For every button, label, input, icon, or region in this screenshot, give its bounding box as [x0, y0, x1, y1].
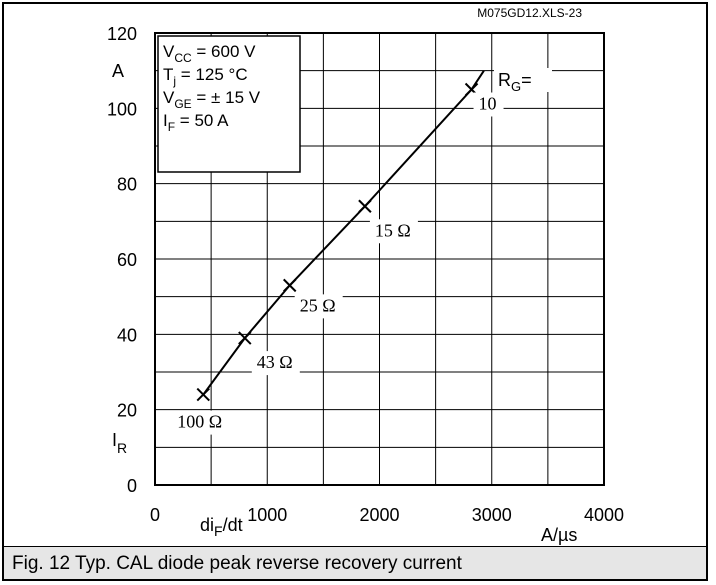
- data-point-marker: [358, 199, 372, 213]
- condition-line: IF = 50 A: [163, 111, 229, 134]
- plot-area-border: [154, 32, 605, 486]
- conditions-box: [157, 35, 301, 173]
- y-tick-label: 40: [117, 325, 137, 345]
- y-tick-label: 80: [117, 175, 137, 195]
- x-tick-label: 2000: [359, 505, 399, 525]
- x-tick-label: 1000: [247, 505, 287, 525]
- y-tick-label: 20: [117, 401, 137, 421]
- data-point-marker: [282, 278, 297, 293]
- rg-value-label-bg: [473, 92, 504, 117]
- x-tick-label: 4000: [584, 505, 624, 525]
- marker-stroke: [358, 199, 372, 213]
- condition-line: VCC = 600 V: [163, 42, 256, 65]
- rg-label-bg: [494, 68, 552, 92]
- marker-stroke: [464, 82, 479, 97]
- rg-value-label-bg: [369, 219, 418, 244]
- condition-line: Tj = 125 °C: [163, 65, 248, 88]
- x-tick-label: 3000: [472, 505, 512, 525]
- y-tick-label: 100: [107, 99, 137, 119]
- x-axis-label: diF/dt: [200, 515, 243, 539]
- rg-value-label: 100 Ω: [177, 412, 222, 432]
- source-id: M075GD12.XLS-23: [477, 6, 582, 20]
- y-tick-label: 0: [127, 476, 137, 496]
- y-axis-label: IR: [112, 430, 127, 456]
- rg-value-label-bg: [251, 351, 300, 376]
- marker-stroke: [196, 387, 210, 402]
- caption-bar: Fig. 12 Typ. CAL diode peak reverse reco…: [2, 546, 708, 581]
- rg-value-label: 10: [479, 94, 497, 114]
- rg-label: RG=: [498, 70, 532, 94]
- condition-line: VGE = ± 15 V: [163, 88, 261, 111]
- marker-stroke: [238, 331, 252, 345]
- x-tick-label: 0: [150, 505, 160, 525]
- figure-caption: Fig. 12 Typ. CAL diode peak reverse reco…: [12, 553, 462, 574]
- y-axis-unit: A: [112, 61, 124, 81]
- rg-value-label: 43 Ω: [257, 352, 293, 372]
- x-axis-unit: A/µs: [541, 525, 577, 545]
- rg-value-label: 15 Ω: [375, 220, 411, 240]
- y-tick-label: 120: [107, 24, 137, 44]
- marker-stroke: [282, 278, 297, 293]
- rg-value-label-bg: [172, 410, 230, 435]
- data-point-marker: [238, 331, 252, 345]
- y-tick-label: 60: [117, 250, 137, 270]
- rg-value-label-bg: [294, 294, 343, 319]
- data-point-marker: [196, 387, 210, 402]
- rg-value-label: 25 Ω: [300, 295, 336, 315]
